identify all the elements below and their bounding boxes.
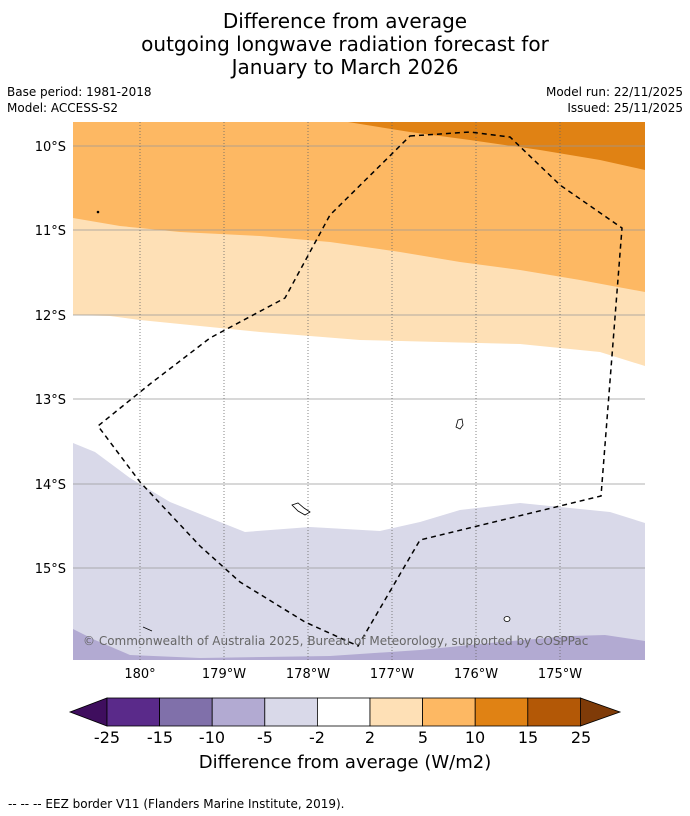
lat-label-13s: 13°S <box>35 393 66 408</box>
latitude-labels: 10°S 11°S 12°S 13°S 14°S 15°S <box>35 140 66 577</box>
colorbar-segment-9 <box>527 697 581 727</box>
colorbar-segment-1 <box>106 697 160 727</box>
lat-label-14s: 14°S <box>35 478 66 493</box>
anomaly-band-neg5-neg2 <box>73 443 645 660</box>
island-wallis <box>291 502 311 516</box>
island-speck <box>96 210 100 214</box>
colorbar-label-neg2: -2 <box>309 728 325 747</box>
title-line-3: January to March 2026 <box>231 55 459 79</box>
lat-label-12s: 12°S <box>35 309 66 324</box>
colorbar-label-neg15: -15 <box>146 728 174 747</box>
colorbar-arrow-low <box>68 697 108 727</box>
colorbar-segment-3 <box>211 697 266 727</box>
lon-label-178w: 178°W <box>286 667 330 682</box>
islands <box>96 210 511 632</box>
lon-label-175w: 175°W <box>538 667 582 682</box>
island-rotuma <box>142 626 153 632</box>
colorbar-label-5: 5 <box>417 728 429 747</box>
lon-label-179w: 179°W <box>202 667 246 682</box>
lon-label-177w: 177°W <box>370 667 414 682</box>
issued-date: Issued: 25/11/2025 <box>567 101 683 115</box>
lon-label-180: 180° <box>124 667 155 682</box>
colorbar-label-25: 25 <box>570 728 592 747</box>
colorbar-label-10: 10 <box>464 728 486 747</box>
colorbar-segment-7 <box>422 697 476 727</box>
colorbar-segment-4 <box>264 697 318 727</box>
model-run: Model run: 22/11/2025 <box>545 85 683 99</box>
colorbar-segment-2 <box>159 697 213 727</box>
anomaly-band-neg10-neg5 <box>73 629 645 660</box>
colorbar <box>68 697 622 727</box>
latitude-gridlines <box>73 145 645 569</box>
title-line-1: Difference from average <box>222 9 468 33</box>
colorbar-label-neg5: -5 <box>257 728 273 747</box>
anomaly-band-5-10 <box>73 122 645 292</box>
island-niuatoputapu <box>455 418 464 430</box>
lon-label-176w: 176°W <box>454 667 498 682</box>
island-niuafoou <box>503 616 511 622</box>
lat-label-15s: 15°S <box>35 562 66 577</box>
colorbar-title: Difference from average (W/m2) <box>198 752 492 773</box>
colorbar-label-2: 2 <box>364 728 376 747</box>
lat-label-10s: 10°S <box>35 140 66 155</box>
colorbar-label-neg25: -25 <box>93 728 121 747</box>
anomaly-band-10-15 <box>348 122 645 170</box>
eez-legend: -- -- -- EEZ border V11 (Flanders Marine… <box>8 797 345 811</box>
colorbar-label-15: 15 <box>517 728 539 747</box>
lat-label-11s: 11°S <box>35 224 66 239</box>
colorbar-segment-5 <box>316 697 371 727</box>
colorbar-segment-6 <box>369 697 423 727</box>
copyright-notice: © Commonwealth of Australia 2025, Bureau… <box>83 634 588 648</box>
colorbar-segment-8 <box>474 697 529 727</box>
eez-border <box>96 131 623 647</box>
longitude-labels: 180° 179°W 178°W 177°W 176°W 175°W <box>124 667 582 682</box>
title-line-2: outgoing longwave radiation forecast for <box>141 32 549 56</box>
colorbar-label-neg10: -10 <box>198 728 226 747</box>
map-area: © Commonwealth of Australia 2025, Bureau… <box>73 122 645 660</box>
colorbar-arrow-high <box>580 697 622 727</box>
base-period: Base period: 1981-2018 <box>7 85 152 99</box>
model-name: Model: ACCESS-S2 <box>7 101 119 115</box>
